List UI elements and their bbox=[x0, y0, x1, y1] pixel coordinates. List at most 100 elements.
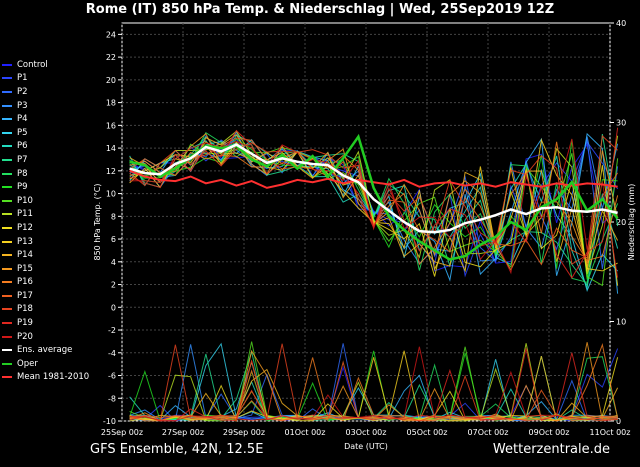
legend-label: P2 bbox=[17, 86, 28, 97]
y-tick-label: -8 bbox=[108, 394, 116, 403]
legend-swatch bbox=[2, 213, 12, 216]
legend-swatch bbox=[2, 335, 12, 338]
legend-item: P5 bbox=[2, 126, 94, 140]
y2-axis-label: Niederschlag (mm) bbox=[627, 184, 636, 261]
legend-swatch bbox=[2, 90, 12, 93]
legend-label: Control bbox=[17, 59, 48, 70]
legend-swatch bbox=[2, 172, 12, 175]
legend-item: P17 bbox=[2, 289, 94, 303]
y-tick-label: 6 bbox=[111, 235, 116, 244]
legend-item: Ens. average bbox=[2, 343, 94, 357]
y-tick-label: 22 bbox=[106, 53, 116, 62]
x-tick-label: 11Oct 00z bbox=[590, 428, 631, 437]
y-tick-label: 18 bbox=[106, 99, 116, 108]
legend-label: P8 bbox=[17, 168, 28, 179]
legend-item: P4 bbox=[2, 112, 94, 126]
legend-swatch bbox=[2, 63, 12, 66]
legend-item: P3 bbox=[2, 99, 94, 113]
y-tick-label: -2 bbox=[108, 326, 116, 335]
legend-item: Mean 1981-2010 bbox=[2, 371, 94, 385]
legend-label: P1 bbox=[17, 73, 28, 84]
legend-swatch bbox=[2, 186, 12, 189]
legend-swatch bbox=[2, 226, 12, 229]
legend-item: P2 bbox=[2, 85, 94, 99]
legend-item: P12 bbox=[2, 221, 94, 235]
legend-label: P4 bbox=[17, 114, 28, 125]
precip-line bbox=[129, 343, 618, 422]
legend-item: P7 bbox=[2, 153, 94, 167]
legend-item: P6 bbox=[2, 140, 94, 154]
y2-tick-label: 30 bbox=[616, 119, 626, 128]
x-tick-label: 27Sep 00z bbox=[162, 428, 204, 437]
legend-swatch bbox=[2, 104, 12, 107]
y2-tick-label: 10 bbox=[616, 318, 626, 327]
y2-tick-label: 0 bbox=[616, 417, 621, 426]
legend-item: P10 bbox=[2, 194, 94, 208]
y-tick-label: 20 bbox=[106, 76, 116, 85]
legend-item: P16 bbox=[2, 276, 94, 290]
y-tick-label: 14 bbox=[106, 144, 116, 153]
legend-swatch bbox=[2, 77, 12, 80]
legend-item: P18 bbox=[2, 303, 94, 317]
legend-item: P19 bbox=[2, 316, 94, 330]
x-tick-label: 03Oct 00z bbox=[346, 428, 387, 437]
y-tick-label: 12 bbox=[106, 167, 116, 176]
precip-line bbox=[129, 348, 618, 422]
legend-label: P7 bbox=[17, 154, 28, 165]
x-tick-label: 01Oct 00z bbox=[285, 428, 326, 437]
legend-swatch bbox=[2, 254, 12, 257]
legend-label: Oper bbox=[17, 358, 38, 369]
legend-swatch bbox=[2, 118, 12, 121]
y-tick-label: 2 bbox=[111, 281, 116, 290]
y-tick-label: 0 bbox=[111, 303, 116, 312]
legend-label: P17 bbox=[17, 290, 33, 301]
y-tick-label: 4 bbox=[111, 258, 116, 267]
y-tick-label: 24 bbox=[106, 30, 116, 39]
legend-item: P13 bbox=[2, 235, 94, 249]
legend-item: P20 bbox=[2, 330, 94, 344]
legend-label: P13 bbox=[17, 236, 33, 247]
member-line bbox=[129, 138, 619, 278]
legend-label: P9 bbox=[17, 182, 28, 193]
member-line bbox=[129, 130, 619, 265]
series-line-ens-average bbox=[129, 143, 618, 234]
legend-label: P6 bbox=[17, 141, 28, 152]
legend-label: P15 bbox=[17, 263, 33, 274]
footer-model-info: GFS Ensemble, 42N, 12.5E bbox=[90, 442, 264, 457]
legend-label: P12 bbox=[17, 222, 33, 233]
legend-swatch bbox=[2, 267, 12, 270]
legend-item: Oper bbox=[2, 357, 94, 371]
y-tick-label: 10 bbox=[106, 190, 116, 199]
legend-label: P18 bbox=[17, 304, 33, 315]
legend-item: P14 bbox=[2, 248, 94, 262]
x-tick-label: 09Oct 00z bbox=[529, 428, 570, 437]
x-tick-label: 07Oct 00z bbox=[468, 428, 509, 437]
x-tick-label: 25Sep 00z bbox=[101, 428, 143, 437]
legend-swatch bbox=[2, 322, 12, 325]
legend-item: P9 bbox=[2, 180, 94, 194]
legend-label: P16 bbox=[17, 277, 33, 288]
legend-swatch bbox=[2, 294, 12, 297]
legend-swatch bbox=[2, 362, 12, 365]
legend-label: P14 bbox=[17, 250, 33, 261]
legend-item: P1 bbox=[2, 72, 94, 86]
legend-label: Ens. average bbox=[17, 345, 73, 356]
x-tick-label: 05Oct 00z bbox=[407, 428, 448, 437]
y-tick-label: -10 bbox=[103, 417, 116, 426]
legend-swatch bbox=[2, 240, 12, 243]
legend-label: Mean 1981-2010 bbox=[17, 372, 90, 383]
chart-title: Rome (IT) 850 hPa Temp. & Niederschlag |… bbox=[85, 2, 555, 17]
precip-line bbox=[129, 357, 619, 422]
legend-swatch bbox=[2, 145, 12, 148]
legend-item: P11 bbox=[2, 208, 94, 222]
legend-label: P3 bbox=[17, 100, 28, 111]
y2-tick-label: 40 bbox=[616, 19, 626, 28]
legend-label: P5 bbox=[17, 127, 28, 138]
legend-swatch bbox=[2, 158, 12, 161]
series-line-mean-1981-2010 bbox=[129, 169, 618, 189]
precip-line bbox=[129, 346, 618, 422]
x-axis-label: Date (UTC) bbox=[344, 442, 388, 451]
legend-swatch bbox=[2, 376, 12, 379]
footer-site: Wetterzentrale.de bbox=[492, 442, 610, 457]
legend-label: P10 bbox=[17, 195, 33, 206]
